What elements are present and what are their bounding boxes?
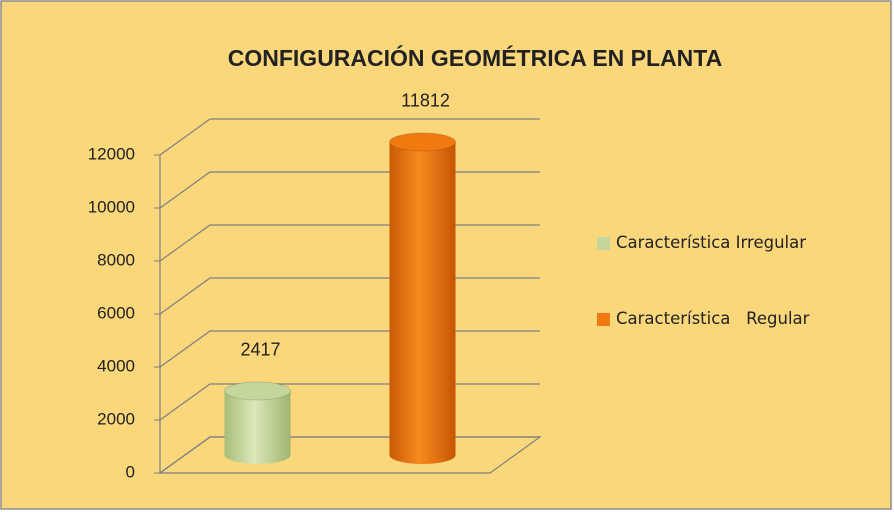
legend-label: Característica Irregular bbox=[616, 233, 806, 252]
bar bbox=[224, 390, 291, 455]
y-tick-label: 10000 bbox=[88, 197, 135, 216]
chart-title: CONFIGURACIÓN GEOMÉTRICA EN PLANTA bbox=[228, 44, 723, 71]
y-tick-label: 6000 bbox=[97, 303, 135, 322]
bar-top bbox=[389, 132, 456, 152]
y-tick-label: 4000 bbox=[97, 356, 135, 375]
y-tick-label: 8000 bbox=[97, 250, 135, 269]
bar-top bbox=[224, 381, 291, 401]
y-tick-label: 0 bbox=[126, 462, 135, 481]
y-tick-label: 2000 bbox=[97, 409, 135, 428]
grid-line bbox=[159, 118, 540, 156]
legend-swatch bbox=[597, 237, 610, 250]
legend-entry: Característica Regular bbox=[616, 309, 810, 328]
legend-label: Característica Regular bbox=[616, 309, 810, 328]
legend-entry: Característica Irregular bbox=[616, 233, 806, 252]
y-tick-label: 12000 bbox=[88, 144, 135, 163]
legend-swatch bbox=[597, 313, 610, 326]
data-label: 11812 bbox=[401, 91, 450, 111]
data-label: 2417 bbox=[240, 340, 280, 360]
bar bbox=[389, 141, 456, 455]
